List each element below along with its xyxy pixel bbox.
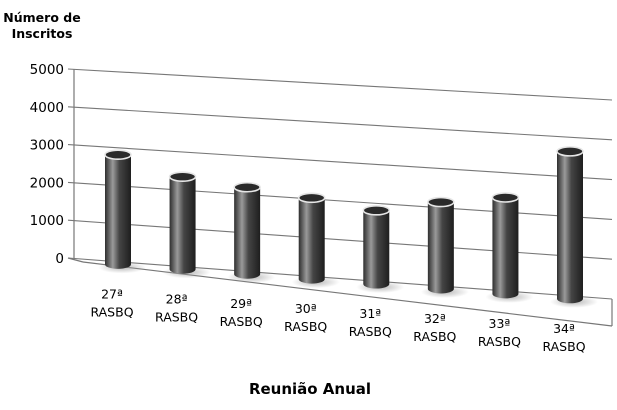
bar xyxy=(356,205,405,294)
bar xyxy=(227,181,276,284)
bar-body xyxy=(234,187,261,279)
x-tick-label: RASBQ xyxy=(90,304,133,319)
y-tick-label: 5000 xyxy=(30,62,64,78)
y-tick-label: 4000 xyxy=(30,100,64,116)
y-tick-label: 1000 xyxy=(30,213,64,229)
bar-top xyxy=(362,205,391,216)
x-tick-label: 30ª xyxy=(295,301,317,316)
bar xyxy=(291,192,340,289)
y-axis-title-line-2: Inscritos xyxy=(12,26,73,41)
x-tick-label: RASBQ xyxy=(284,319,327,334)
x-tick-label: RASBQ xyxy=(220,314,263,329)
bar-body xyxy=(427,202,454,294)
gridline xyxy=(67,144,613,181)
bar-top xyxy=(168,171,197,182)
x-tick-label: 27ª xyxy=(101,286,123,301)
gridline xyxy=(67,181,613,220)
x-tick-label: 28ª xyxy=(166,291,188,306)
bar-top xyxy=(427,196,455,208)
x-tick-label: 34ª xyxy=(553,321,575,336)
x-tick-label: RASBQ xyxy=(349,324,392,339)
y-tick-label: 3000 xyxy=(30,138,64,154)
y-tick-label: 2000 xyxy=(30,175,64,191)
x-tick-label: 29ª xyxy=(230,296,252,311)
bar-top xyxy=(104,149,132,161)
bar-body xyxy=(363,210,390,289)
bar-body xyxy=(557,151,583,304)
x-tick-label: RASBQ xyxy=(542,339,585,354)
x-tick-label: RASBQ xyxy=(478,334,521,349)
x-tick-label: 32ª xyxy=(424,311,446,326)
x-tick-label: RASBQ xyxy=(413,329,456,344)
bar-body xyxy=(298,197,325,284)
x-tick-label: 33ª xyxy=(489,316,511,331)
x-axis-title: Reunião Anual xyxy=(249,380,371,398)
bar-body xyxy=(105,154,131,269)
x-tick-label: RASBQ xyxy=(155,309,198,324)
bar xyxy=(420,196,469,298)
bar xyxy=(162,171,211,279)
gridline xyxy=(67,68,613,101)
bar-top xyxy=(297,192,326,204)
bar xyxy=(98,149,146,274)
bar xyxy=(550,146,598,308)
bar-top xyxy=(233,181,261,193)
x-tick-label: 31ª xyxy=(359,306,381,321)
y-tick-label: 0 xyxy=(55,251,64,267)
bar-top xyxy=(491,192,520,203)
bar-top xyxy=(556,146,584,157)
gridline xyxy=(67,106,613,141)
bar xyxy=(485,192,534,303)
bar-body xyxy=(169,176,196,274)
y-axis-title-line-1: Número de xyxy=(3,10,80,25)
bar-body xyxy=(492,197,519,299)
gridline xyxy=(67,219,613,260)
